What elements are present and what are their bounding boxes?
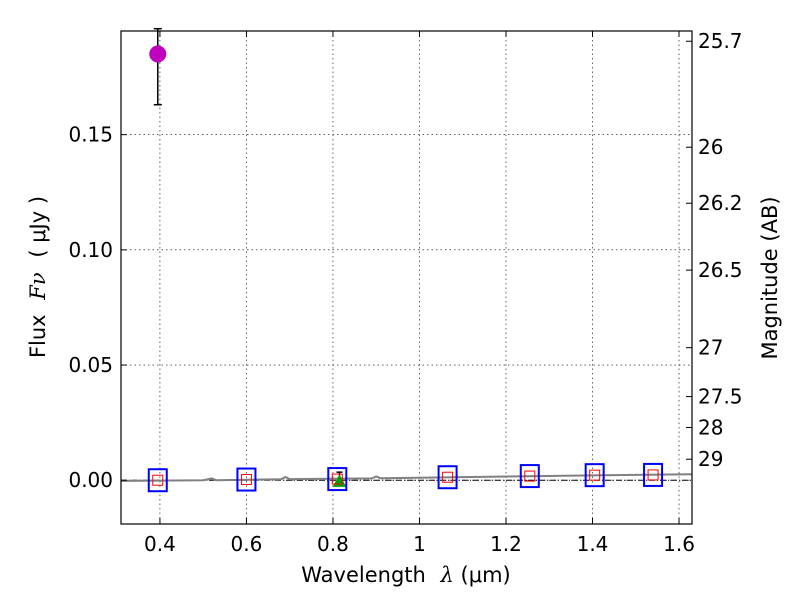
sed-model-line	[120, 473, 693, 482]
x-tick-label: 1.2	[490, 532, 522, 556]
model-point	[643, 462, 664, 487]
x-axis-label-symbol: λ	[440, 563, 454, 587]
x-axis-label-text: Wavelength	[301, 563, 426, 587]
x-axis-ticks: 0.4 0.6 0.8 1 1.2 1.4 1.6	[144, 31, 695, 556]
magnitude-axis-label: Magnitude (AB)	[758, 196, 782, 359]
y-tick-label: 0.10	[68, 238, 113, 262]
x-axis-label-unit: (μm)	[461, 563, 511, 587]
model-point	[437, 465, 458, 490]
plot-frame	[120, 30, 693, 525]
data-markers	[147, 27, 664, 493]
magnitude-tick-label: 25.7	[698, 29, 743, 53]
sed-line	[120, 473, 693, 482]
y-tick-label: 0.00	[68, 468, 113, 492]
model-point-inner	[442, 471, 454, 483]
x-tick-label: 0.6	[231, 532, 263, 556]
model-point	[584, 463, 605, 488]
model-point-inner	[647, 469, 659, 481]
y-axis-label-text: Flux	[26, 314, 50, 358]
model-point-inner	[524, 470, 536, 482]
magnitude-tick-label: 26	[698, 135, 723, 159]
magnitude-tick-label: 26.5	[698, 258, 743, 282]
y-axis-label-unit: ( μJy )	[26, 196, 50, 258]
detection-point	[149, 45, 167, 63]
x-axis-label: Wavelength λ (μm)	[301, 563, 510, 587]
y-tick-label: 0.05	[68, 353, 113, 377]
model-point-inner	[240, 474, 252, 486]
magnitude-tick-label: 28	[698, 415, 723, 439]
y-axis-ticks: 0.00 0.05 0.10 0.15	[68, 123, 127, 492]
magnitude-tick-label: 27.5	[698, 385, 743, 409]
model-point-inner	[331, 473, 343, 485]
model-point	[236, 467, 257, 492]
model-point-inner	[589, 469, 601, 481]
magnitude-tick-label: 26.2	[698, 191, 743, 215]
x-tick-label: 1	[413, 532, 426, 556]
model-point-inner	[152, 474, 164, 486]
magnitude-tick-label: 29	[698, 447, 723, 471]
magnitude-axis-ticks: 25.7 26 26.2 26.5 27 27.5 28 29	[686, 29, 743, 471]
upper-limit-point	[332, 474, 347, 487]
y-axis-label: Flux Fν ( μJy )	[26, 196, 50, 358]
model-point	[147, 468, 168, 493]
grid	[121, 31, 692, 524]
magnitude-tick-label: 27	[698, 336, 723, 360]
x-tick-label: 0.8	[317, 532, 349, 556]
y-tick-label: 0.15	[68, 123, 113, 147]
x-tick-label: 1.6	[663, 532, 695, 556]
x-tick-label: 1.4	[577, 532, 609, 556]
x-tick-label: 0.4	[144, 532, 176, 556]
y-axis-label-symbol: Fν	[26, 272, 50, 301]
model-point	[327, 467, 348, 492]
model-point	[519, 464, 540, 489]
